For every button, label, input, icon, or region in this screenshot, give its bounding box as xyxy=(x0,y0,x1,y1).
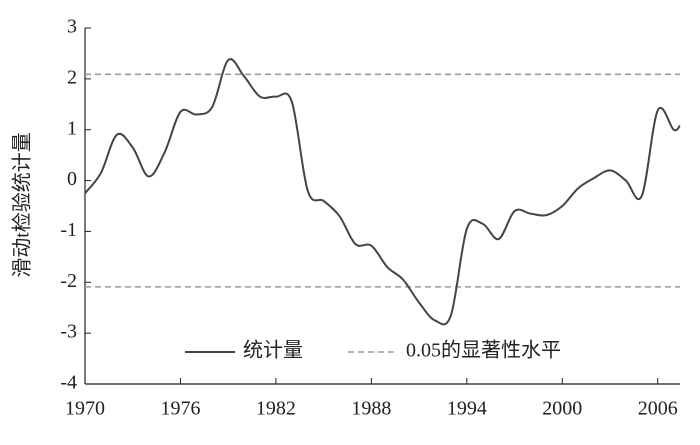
y-axis-label: 滑动t检验统计量 xyxy=(11,132,34,278)
x-tick-label: 2000 xyxy=(542,398,582,420)
y-tick-label: 3 xyxy=(67,16,77,38)
x-tick-label: 1976 xyxy=(160,398,200,420)
y-tick-label: 2 xyxy=(67,66,77,88)
y-tick-label: -3 xyxy=(60,321,77,343)
data-line xyxy=(84,58,681,326)
y-tick-label: -2 xyxy=(60,270,77,292)
y-tick-label: 1 xyxy=(67,117,77,139)
legend-bg xyxy=(178,336,618,368)
x-tick-label: 1994 xyxy=(447,398,487,420)
legend-label: 0.05的显著性水平 xyxy=(406,339,561,362)
legend-label: 统计量 xyxy=(243,339,303,362)
y-tick-label: -4 xyxy=(60,372,77,394)
x-tick-label: 2006 xyxy=(638,398,678,420)
x-tick-label: 1970 xyxy=(65,398,105,420)
y-tick-label: 0 xyxy=(67,168,77,190)
x-tick-label: 1988 xyxy=(351,398,391,420)
x-tick-label: 1982 xyxy=(256,398,296,420)
y-tick-label: -1 xyxy=(60,219,77,241)
